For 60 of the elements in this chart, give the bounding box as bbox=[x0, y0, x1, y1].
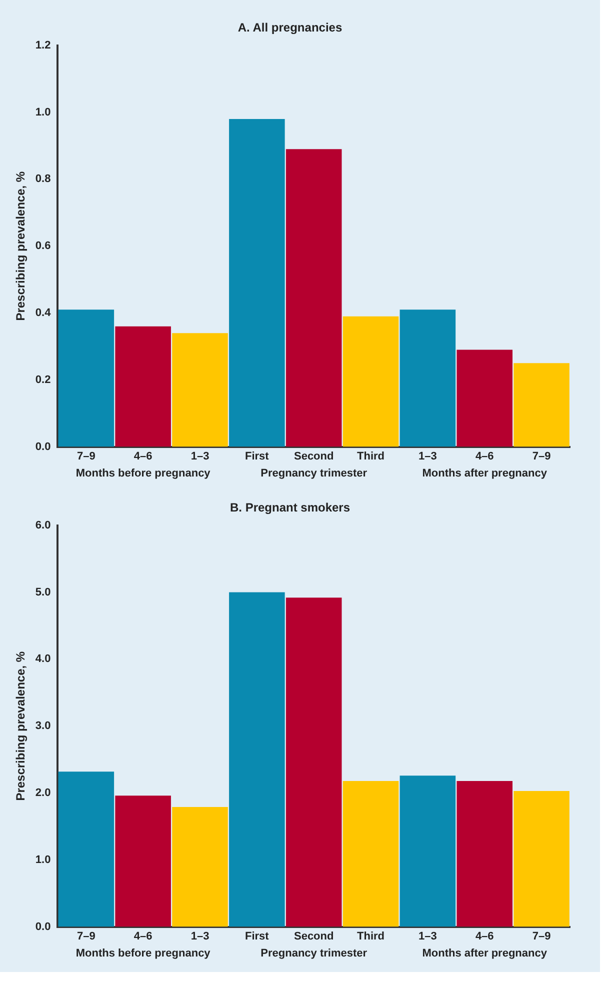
bar bbox=[58, 310, 114, 447]
text: Months before pregnancy bbox=[76, 948, 212, 960]
bar bbox=[286, 149, 342, 447]
bar bbox=[342, 316, 399, 447]
y-tick-label: 3.0 bbox=[35, 720, 51, 732]
x-tick-label: 7–9 bbox=[76, 450, 96, 462]
x-tick-label: Second bbox=[294, 450, 334, 462]
bar bbox=[115, 326, 171, 447]
x-tick-label: 4–6 bbox=[475, 930, 494, 942]
bar bbox=[456, 780, 513, 927]
bar bbox=[172, 333, 228, 447]
chart-title: B. Pregnant smokers bbox=[230, 500, 350, 515]
y-tick-label: 0.0 bbox=[35, 920, 51, 933]
bar bbox=[514, 790, 570, 927]
y-tick-label: 1.2 bbox=[35, 39, 51, 52]
bar bbox=[229, 592, 285, 927]
x-tick-label: 1–3 bbox=[418, 930, 437, 942]
y-tick-label: 1.0 bbox=[35, 106, 51, 118]
bar bbox=[456, 350, 513, 447]
text: Months before pregnancy bbox=[76, 468, 212, 480]
x-tick-label: 7–9 bbox=[532, 930, 551, 942]
y-tick-label: 5.0 bbox=[35, 586, 51, 598]
y-tick-label: 0.4 bbox=[35, 307, 52, 320]
y-tick-label: 0.0 bbox=[35, 440, 51, 453]
y-tick-label: 1.0 bbox=[35, 854, 51, 866]
y-tick-label: 0.6 bbox=[35, 240, 51, 252]
x-tick-label: 4–6 bbox=[134, 450, 152, 462]
text: Months after pregnancy bbox=[422, 468, 548, 480]
y-tick-label: 0.2 bbox=[35, 374, 51, 386]
x-tick-label: Third bbox=[357, 930, 385, 942]
bar bbox=[115, 796, 171, 927]
text: Pregnancy trimester bbox=[260, 948, 368, 960]
bar bbox=[342, 780, 399, 927]
bar bbox=[514, 363, 570, 447]
x-tick-label: First bbox=[245, 930, 270, 942]
x-tick-label: 7–9 bbox=[532, 450, 551, 462]
x-tick-label: 4–6 bbox=[134, 930, 152, 942]
bar bbox=[172, 807, 228, 927]
y-tick-label: 0.8 bbox=[35, 173, 51, 186]
x-tick-label: Second bbox=[294, 930, 334, 942]
x-tick-label: 1–3 bbox=[190, 450, 210, 462]
y-tick-label: 4.0 bbox=[35, 653, 51, 666]
bar bbox=[286, 598, 342, 927]
x-tick-label: 1–3 bbox=[190, 930, 210, 942]
x-tick-label: 7–9 bbox=[76, 930, 96, 942]
x-tick-label: Third bbox=[357, 450, 385, 462]
x-tick-label: 4–6 bbox=[475, 450, 494, 462]
bar bbox=[400, 776, 456, 927]
y-tick-label: 6.0 bbox=[35, 519, 51, 532]
x-tick-label: First bbox=[245, 450, 270, 462]
y-tick-label: 2.0 bbox=[35, 787, 51, 800]
y-axis-title: Prescribing prevalence, % bbox=[14, 651, 28, 801]
text: Pregnancy trimester bbox=[260, 468, 368, 480]
text: Months after pregnancy bbox=[422, 948, 548, 960]
chart-title: A. All pregnancies bbox=[238, 20, 342, 35]
y-axis-title: Prescribing prevalence, % bbox=[14, 171, 28, 321]
bar bbox=[229, 118, 285, 447]
bar bbox=[58, 772, 114, 927]
bar bbox=[400, 310, 456, 447]
x-tick-label: 1–3 bbox=[418, 450, 437, 462]
